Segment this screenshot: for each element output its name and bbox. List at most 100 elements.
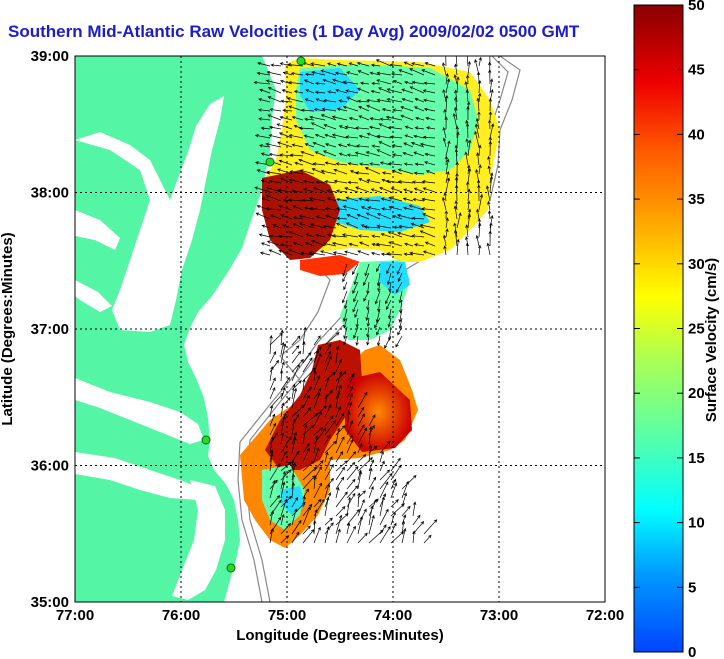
velocity-arrow	[396, 214, 414, 220]
velocity-arrow	[344, 187, 359, 193]
x-tick-label: 77:00	[56, 607, 94, 624]
velocity-arrow	[291, 383, 296, 400]
velocity-arrow	[269, 108, 282, 112]
velocity-arrow	[260, 152, 271, 157]
y-axis-ticks: 39:00 38:00 37:00 36:00 35:00	[31, 48, 69, 611]
velocity-arrow	[411, 80, 425, 85]
velocity-arrow	[346, 420, 354, 436]
velocity-arrow	[346, 525, 356, 544]
velocity-arrow	[313, 498, 322, 508]
velocity-arrow	[342, 263, 348, 277]
velocity-arrow	[365, 308, 370, 321]
velocity-arrow	[454, 63, 458, 76]
velocity-arrow	[360, 206, 370, 211]
velocity-arrow	[393, 225, 403, 229]
velocity-arrow	[353, 326, 359, 339]
velocity-arrow	[390, 457, 401, 472]
velocity-arrow	[388, 281, 392, 293]
velocity-arrow	[478, 244, 482, 256]
velocity-arrow	[478, 193, 484, 211]
velocity-arrow	[304, 72, 315, 76]
velocity-arrow	[280, 513, 285, 526]
velocity-arrow	[391, 72, 403, 76]
velocity-arrow	[346, 401, 353, 418]
velocity-arrow	[280, 415, 286, 436]
velocity-arrow	[322, 224, 337, 229]
velocity-arrow	[376, 71, 392, 76]
velocity-arrow	[343, 281, 348, 291]
velocity-arrow	[348, 242, 359, 247]
velocity-arrow	[261, 224, 271, 229]
station-marker[interactable]	[201, 435, 211, 445]
velocity-arrow	[335, 412, 345, 427]
velocity-arrow	[403, 206, 414, 211]
velocity-arrow	[346, 496, 352, 517]
velocity-arrow	[445, 72, 449, 85]
station-marker[interactable]	[296, 56, 306, 66]
velocity-patch	[330, 196, 430, 232]
velocity-arrow	[379, 440, 391, 454]
velocity-arrow	[291, 496, 298, 508]
station-marker[interactable]	[226, 563, 236, 573]
chesapeake-bay	[75, 96, 225, 600]
velocity-arrow	[335, 476, 345, 490]
velocity-arrow	[445, 228, 449, 238]
velocity-arrow	[323, 98, 337, 103]
velocity-arrow	[346, 143, 359, 148]
velocity-arrow	[315, 180, 326, 184]
velocity-patch	[380, 262, 410, 295]
velocity-arrow	[291, 413, 300, 427]
velocity-arrow	[391, 144, 403, 148]
velocity-arrow	[320, 69, 337, 76]
velocity-arrow	[254, 134, 271, 139]
velocity-arrow	[475, 117, 480, 130]
velocity-arrow	[400, 114, 414, 121]
station-marker[interactable]	[265, 157, 275, 167]
velocity-arrow	[366, 104, 381, 112]
velocity-arrow	[291, 335, 301, 346]
velocity-arrow	[278, 204, 293, 211]
velocity-arrow	[376, 224, 392, 229]
velocity-arrow	[404, 134, 414, 139]
velocity-arrow	[346, 508, 360, 526]
velocity-arrow	[369, 71, 381, 76]
velocity-arrow	[368, 467, 373, 481]
velocity-arrow	[282, 108, 293, 113]
colorbar-tick-label: 15	[688, 450, 705, 467]
velocity-arrow	[352, 281, 359, 295]
velocity-arrow	[379, 450, 384, 463]
velocity-arrow	[260, 126, 271, 130]
velocity-arrow	[265, 186, 282, 193]
velocity-arrow	[331, 115, 348, 121]
velocity-arrow	[277, 141, 293, 148]
velocity-arrow	[292, 205, 304, 211]
velocity-arrow	[413, 151, 425, 157]
velocity-arrow	[374, 290, 381, 305]
velocity-arrow	[357, 406, 365, 418]
velocity-arrow	[276, 123, 293, 130]
velocity-arrow	[324, 207, 337, 211]
velocity-arrow	[445, 177, 451, 193]
velocity-arrow	[397, 326, 403, 336]
velocity-arrow	[346, 385, 354, 400]
velocity-arrow	[322, 150, 337, 157]
velocity-arrow	[377, 281, 381, 292]
velocity-arrow	[414, 126, 425, 130]
velocity-arrow	[278, 234, 293, 238]
map-title: Southern Mid-Atlantic Raw Velocities (1 …	[8, 22, 580, 41]
velocity-arrow	[279, 115, 293, 121]
velocity-arrow	[367, 206, 381, 211]
velocity-arrow	[356, 144, 370, 148]
velocity-arrow	[305, 89, 315, 94]
velocity-arrow	[324, 180, 337, 184]
velocity-arrow	[455, 125, 459, 139]
velocity-arrow	[291, 418, 296, 436]
velocity-arrow	[358, 106, 370, 112]
velocity-arrow	[269, 386, 276, 400]
velocity-arrow	[315, 81, 326, 86]
velocity-arrow	[289, 170, 304, 175]
velocity-arrow	[324, 393, 329, 409]
velocity-arrow	[357, 99, 370, 103]
velocity-arrow	[375, 59, 392, 67]
velocity-arrow	[291, 519, 302, 535]
